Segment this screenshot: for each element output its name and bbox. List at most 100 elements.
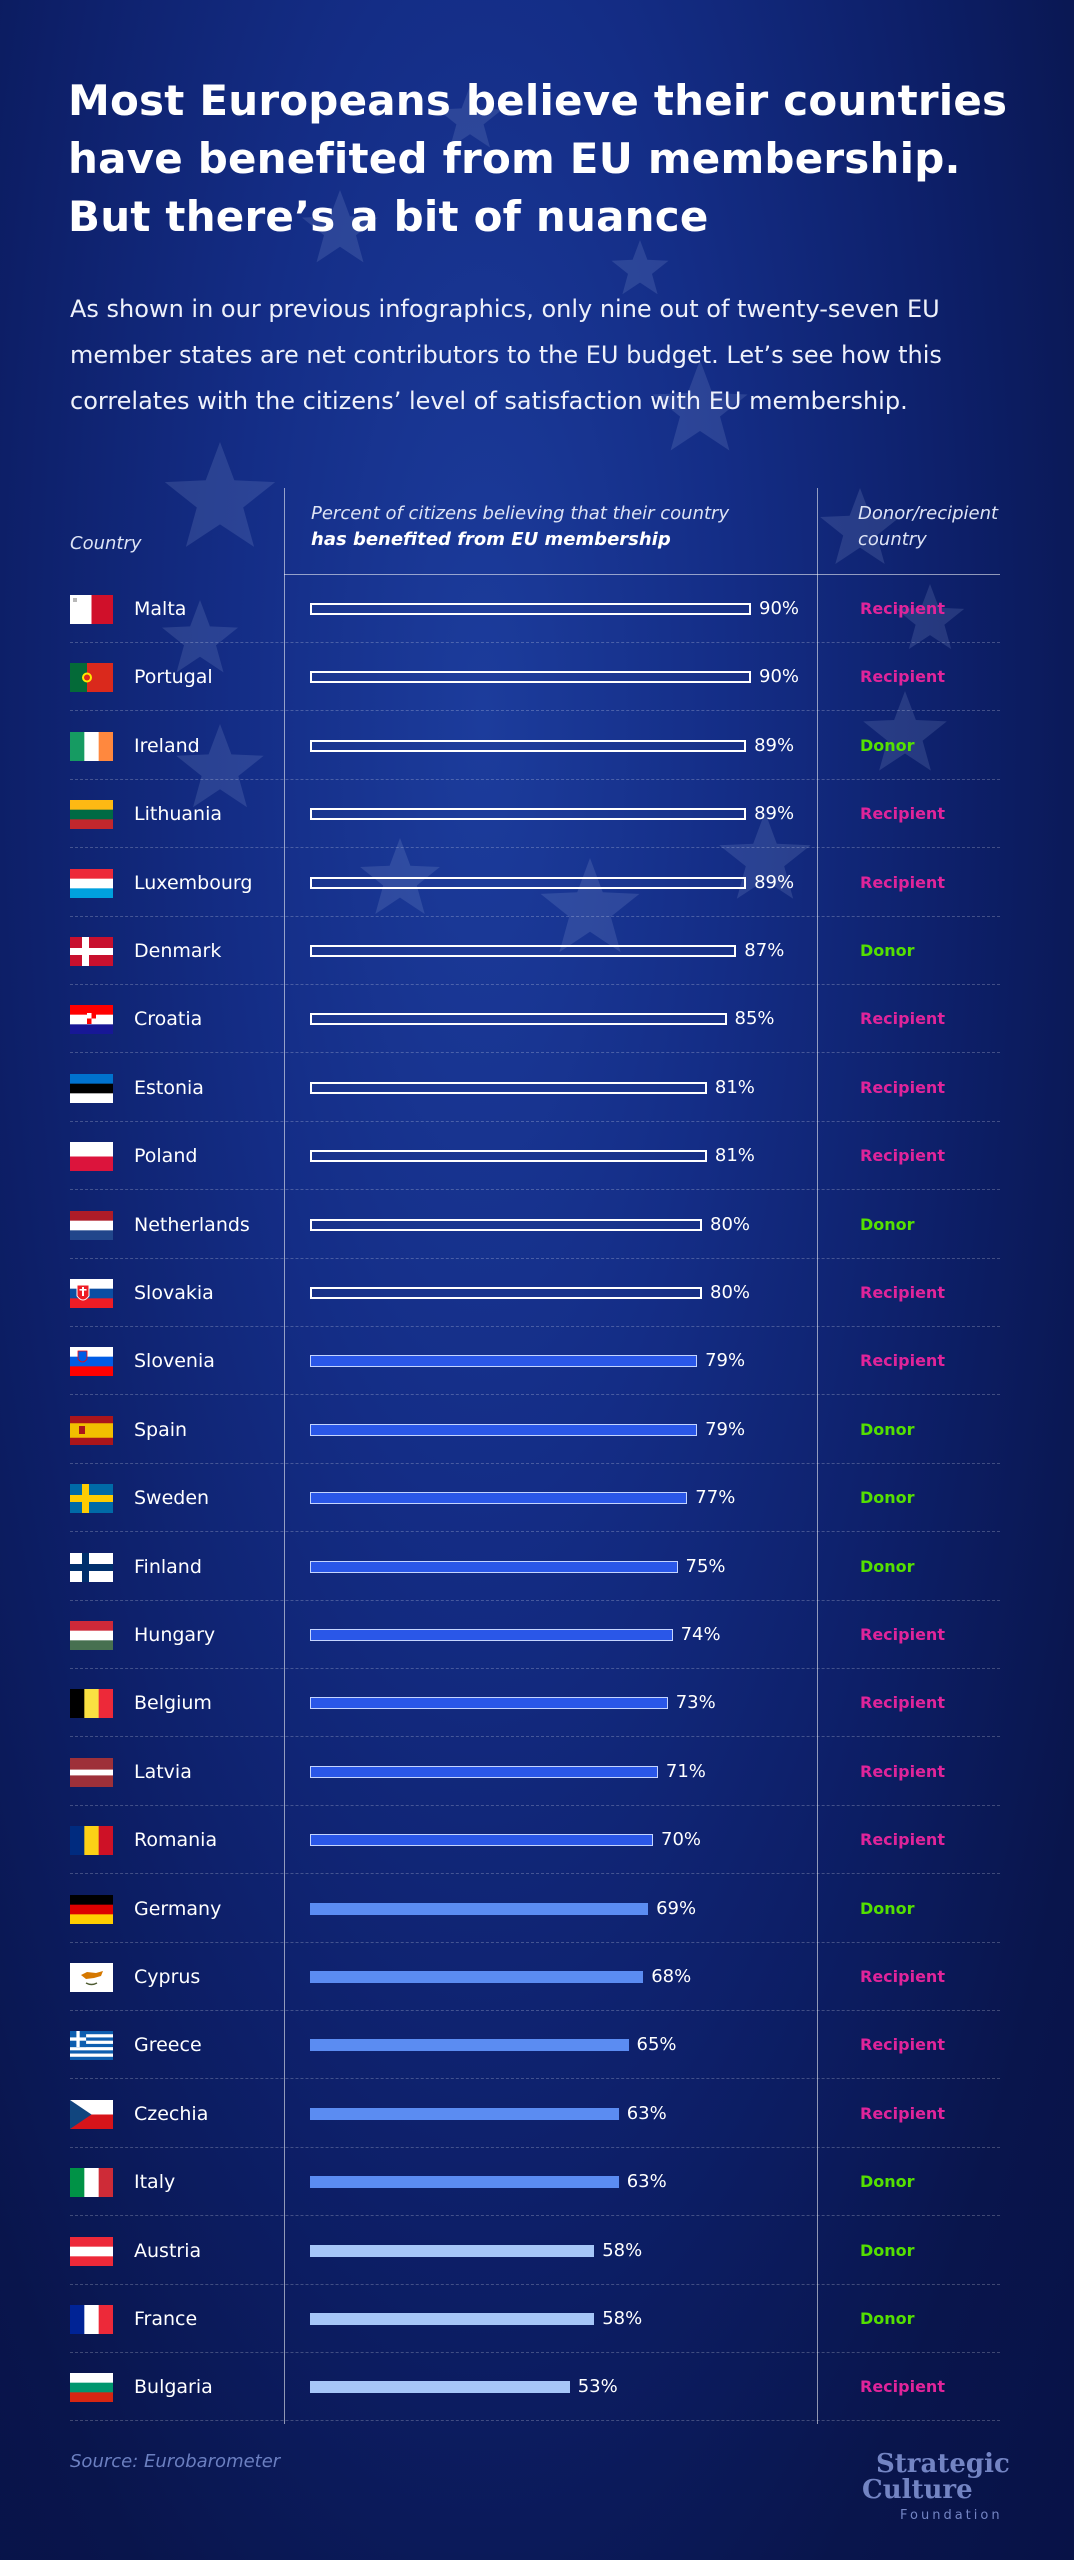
row-divider [70, 1804, 1000, 1806]
table-row: Portugal 90% Recipient [70, 643, 1000, 712]
column-header-country: Country [70, 533, 142, 554]
value-label: 70% [661, 1829, 702, 1851]
austria-flag-icon [70, 2236, 113, 2266]
bar [310, 1287, 702, 1299]
italy-flag-icon [70, 2168, 113, 2198]
country-label: Italy [134, 2171, 176, 2194]
value-label: 79% [705, 1418, 746, 1440]
status-badge: Recipient [860, 1625, 945, 1644]
row-divider [70, 1531, 1000, 1533]
status-badge: Recipient [860, 1761, 945, 1781]
bar [310, 2313, 595, 2325]
czechia-flag-icon [70, 2099, 113, 2129]
table-row: Netherlands 80% Donor [70, 1191, 1000, 1259]
row-divider [70, 710, 1000, 712]
status-badge: Donor [860, 941, 915, 960]
row-divider [70, 2420, 1000, 2422]
sweden-flag-icon [70, 1484, 113, 1514]
bar [310, 671, 751, 684]
table-row: Greece 65% Recipient [70, 2011, 1000, 2080]
country-label: Malta [134, 598, 187, 620]
row-divider [70, 2283, 1000, 2285]
table-row: Finland 75% Donor [70, 1533, 1000, 1601]
row-divider [70, 1462, 1000, 1464]
table-row: Italy 63% Donor [70, 2148, 1000, 2217]
bulgaria-flag-icon [70, 2373, 113, 2403]
value-label: 80% [710, 1282, 751, 1303]
status-badge: Donor [860, 1488, 915, 1508]
status-badge: Recipient [860, 667, 945, 687]
value-label: 79% [705, 1350, 746, 1372]
table-row: Slovenia 79% Recipient [70, 1327, 1000, 1396]
page-title: Most Europeans believe their countries h… [68, 76, 1008, 241]
table-row: France 58% Donor [70, 2285, 1000, 2353]
cyprus-flag-icon [70, 1963, 113, 1992]
table-row: Ireland 89% Donor [70, 712, 1000, 780]
status-badge: Donor [860, 1556, 915, 1576]
row-divider [70, 1599, 1000, 1601]
row-divider [70, 2010, 1000, 2011]
status-badge: Recipient [860, 2103, 945, 2123]
value-label: 73% [675, 1692, 716, 1714]
country-label: Spain [134, 1418, 188, 1441]
status-badge: Donor [860, 1419, 915, 1439]
finland-flag-icon [70, 1552, 113, 1582]
metric-header-line2: has benefited from EU membership [311, 529, 671, 550]
country-label: Romania [134, 1829, 218, 1852]
row-divider [70, 2078, 1000, 2080]
france-flag-icon [70, 2305, 113, 2334]
country-label: Ireland [134, 734, 200, 757]
row-divider [70, 642, 1000, 643]
column-header-metric: Percent of citizens believing that their… [311, 501, 791, 553]
value-label: 80% [710, 1213, 751, 1235]
value-label: 65% [636, 2034, 677, 2056]
value-label: 75% [685, 1555, 726, 1577]
luxembourg-flag-icon [70, 868, 113, 898]
column-divider-right [817, 488, 818, 2424]
bar [310, 2244, 595, 2257]
country-label: Netherlands [134, 1213, 250, 1236]
country-label: Czechia [134, 2102, 209, 2125]
slovakia-flag-icon [70, 1279, 113, 1308]
table-row: Cyprus 68% Recipient [70, 1943, 1000, 2011]
bar [310, 1629, 673, 1641]
country-label: Poland [134, 1145, 198, 1168]
bar [310, 2039, 629, 2052]
row-divider [70, 1326, 1000, 1327]
source-note: Source: Eurobarometer [70, 2451, 281, 2472]
table-row: Lithuania 89% Recipient [70, 780, 1000, 849]
value-label: 63% [626, 2171, 667, 2193]
status-badge: Recipient [860, 2035, 945, 2055]
portugal-flag-icon [70, 663, 113, 693]
value-label: 71% [665, 1760, 706, 1782]
country-label: Austria [134, 2239, 202, 2262]
belgium-flag-icon [70, 1689, 113, 1719]
table-row: Sweden 77% Donor [70, 1464, 1000, 1533]
row-divider [70, 1668, 1000, 1669]
logo-line-3: Foundation [900, 2508, 1003, 2523]
slovenia-flag-icon [70, 1347, 113, 1377]
netherlands-flag-icon [70, 1210, 113, 1240]
row-divider [70, 1394, 1000, 1396]
row-divider [70, 984, 1000, 985]
table-row: Czechia 63% Recipient [70, 2080, 1000, 2148]
table-row: Malta 90% Recipient [70, 575, 1000, 643]
status-header-line2: country [858, 529, 927, 550]
status-badge: Recipient [860, 872, 945, 892]
hungary-flag-icon [70, 1621, 113, 1650]
table-row: Estonia 81% Recipient [70, 1054, 1000, 1122]
country-label: Slovakia [134, 1282, 214, 1304]
row-divider [70, 1120, 1000, 1122]
bar [310, 945, 737, 957]
bar [310, 739, 747, 752]
value-label: 81% [714, 1145, 755, 1167]
country-label: Finland [134, 1555, 202, 1578]
status-badge: Recipient [860, 1077, 945, 1097]
strategic-culture-logo: Strategic Culture Foundation [856, 2450, 1010, 2532]
country-label: France [134, 2308, 198, 2330]
status-badge: Recipient [860, 1146, 945, 1166]
value-label: 74% [680, 1624, 721, 1645]
country-label: Lithuania [134, 803, 223, 826]
bar [310, 1492, 688, 1505]
table-row: Latvia 71% Recipient [70, 1738, 1000, 1806]
